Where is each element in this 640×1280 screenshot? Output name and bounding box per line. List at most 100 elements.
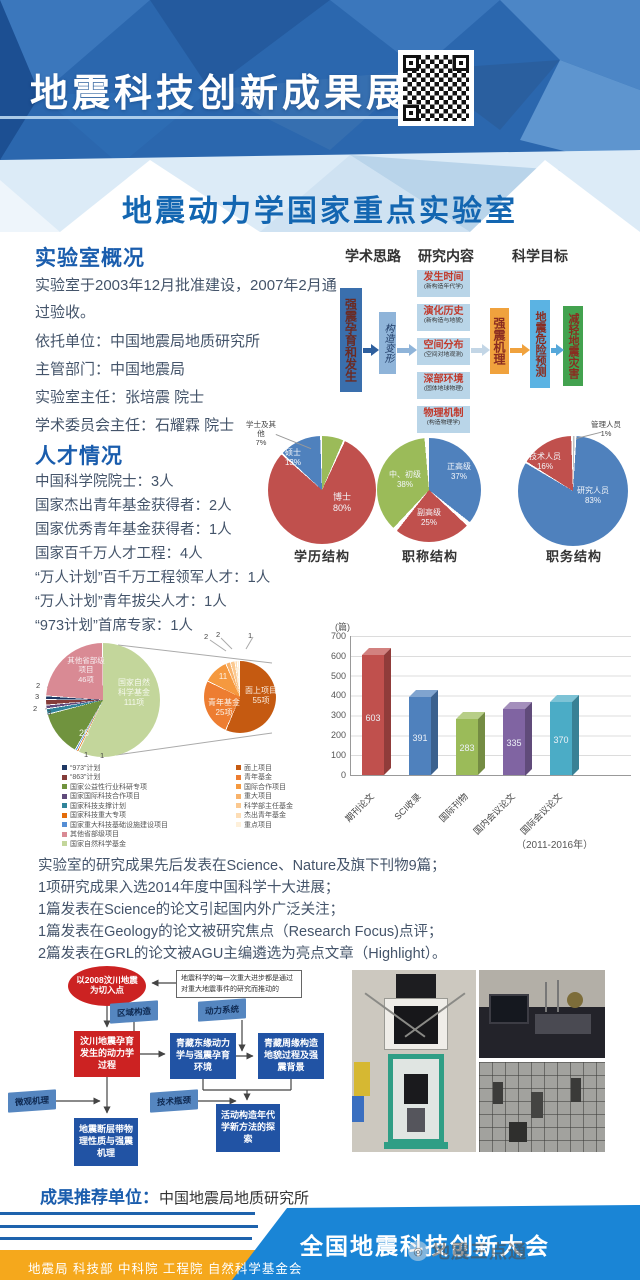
flag-dynamic-system: 动力系统 [198, 998, 246, 1022]
legend-item: 国家公益性行业科研专项 [62, 782, 168, 792]
legend-item: 科学部主任基金 [236, 801, 293, 811]
title-underline [0, 116, 448, 119]
flow-content-title: 演化历史 [423, 306, 464, 317]
bar: 391 [409, 697, 431, 775]
qr-code [398, 50, 474, 126]
bar: 335 [503, 708, 525, 775]
legend-marker-icon [236, 812, 241, 818]
flow-arrow-icon [397, 344, 417, 356]
talent-line: 国家优秀青年基金获得者：1人 [35, 522, 232, 538]
flow-box-mitigation: 减轻地震灾害 [563, 306, 583, 386]
flow-arrow-icon [471, 344, 490, 356]
publications-bar-chart: 603 391 283 335 370 [350, 636, 631, 776]
photo-lab-bench [479, 970, 605, 1058]
legend-item: “973”计划 [62, 763, 168, 773]
flow-box-strong-quake-mechanism: 强震机理 [490, 308, 509, 374]
legend-item: “863”计划 [62, 773, 168, 783]
pie-caption: 职称结构 [402, 549, 459, 564]
pie-slice-label: 技术人员 16% [529, 452, 561, 471]
bar: 603 [362, 655, 384, 775]
flow-content-sub: (新构造与地貌) [423, 317, 464, 324]
legend-item: 重大项目 [236, 792, 293, 802]
recommend-value: 中国地震局地质研究所 [159, 1190, 310, 1207]
poster-title: 地震科技创新成果展 [30, 73, 409, 115]
pie-slice-label: 11 [218, 672, 228, 681]
legend-marker-icon [236, 803, 241, 809]
legend-item: 重点项目 [236, 820, 293, 830]
pie-slice-label: 副高级 25% [417, 508, 441, 527]
case-box-fault-physics: 地震断层带物理性质与强震机理 [74, 1118, 138, 1166]
recommend-label: 成果推荐单位： [40, 1188, 159, 1207]
pie-callout-label: 管理人员 1% [591, 420, 621, 438]
flow-box-hazard-prediction: 地震危险预测 [530, 300, 550, 388]
pie-callout-label: 2 [204, 632, 209, 641]
title-rank-pie-chart [377, 438, 481, 542]
flag-micro-mechanism: 微观机理 [8, 1089, 56, 1113]
overview-line: 依托单位：中国地震局地质研究所 [35, 333, 261, 350]
footer-divider [0, 1212, 255, 1215]
overview-paragraph: 实验室于2003年12月批准建设，2007年2月通过验收。 [35, 277, 337, 321]
flow-content-sub: (固体地球物理) [423, 385, 464, 392]
flow-arrow-icon [551, 344, 564, 356]
case-box-wenchuan: 汶川地震孕育发生的动力学过程 [74, 1031, 140, 1077]
flow-content-box: 演化历史 (新构造与地貌) [417, 304, 470, 331]
pie-slice-label: 青年基金 25项 [208, 698, 240, 717]
legend-marker-icon [62, 831, 67, 837]
flow-content-box: 深部环境 (固体地球物理) [417, 372, 470, 399]
pie-slice-label: 面上项目 55项 [245, 686, 277, 705]
legend-marker-icon [62, 765, 67, 771]
pie-callout-label: 1 [84, 750, 89, 759]
flag-regional-structure: 区域构造 [110, 1000, 158, 1024]
case-entry-ellipse: 以2008汶川地震为切入点 [68, 966, 146, 1006]
legend-marker-icon [62, 841, 67, 847]
flow-arrow-icon [363, 344, 379, 356]
y-axis-tick: 100 [330, 750, 346, 760]
pie-slice-label: 研究人员 83% [577, 486, 609, 505]
flow-content-title: 发生时间 [423, 272, 464, 283]
y-axis-tick: 300 [330, 710, 346, 720]
talent-line: 国家百千万人才工程：4人 [35, 546, 203, 562]
legend-marker-icon [62, 803, 67, 809]
talent-line: 国家杰出青年基金获得者：2人 [35, 498, 232, 514]
watermark-logo-icon: ◎ [408, 1241, 428, 1261]
case-box-chronology: 活动构造年代学新方法的探索 [216, 1104, 280, 1152]
legend-item: 面上项目 [236, 763, 293, 773]
talent-line: “万人计划”百千万工程领军人才：1人 [35, 570, 271, 586]
pie-slice-label: 25 [78, 728, 89, 738]
y-axis-tick: 200 [330, 730, 346, 740]
legend-marker-icon [62, 822, 67, 828]
case-box-tibet-east: 青藏东缘动力学与强震孕育环境 [170, 1033, 236, 1079]
legend-item: 其他省部级项目 [62, 830, 168, 840]
flow-content-sub: (构造物理学) [426, 419, 461, 426]
legend-marker-icon [236, 765, 241, 771]
header-background [0, 0, 640, 232]
pie-callout-label: 2 [33, 704, 38, 713]
flow-content-title: 深部环境 [423, 374, 464, 385]
pie-slice-label: 硕士 13% [284, 448, 301, 467]
pie-slice-label: 国家自然 科学基金 111项 [118, 678, 150, 707]
pie-caption: 职务结构 [546, 549, 603, 564]
pie-slice-label: 中、初级 38% [389, 470, 421, 489]
flow-content-title: 空间分布 [423, 340, 464, 351]
footer-blue-band [232, 1205, 640, 1280]
y-axis-tick: 600 [330, 651, 346, 661]
overview-line: 学术委员会主任：石耀霖 院士 [35, 417, 235, 434]
overview-line: 主管部门：中国地震局 [35, 361, 186, 378]
flow-content-box: 发生时间 (新构造年代学) [417, 270, 470, 297]
overview-line: 实验室主任：张培震 院士 [35, 389, 205, 406]
pie-callout-label: 学士及其他 7% [246, 420, 276, 447]
case-box-tibet-margin: 青藏周缘构造地貌过程及强震背景 [258, 1033, 324, 1079]
education-pie-chart [268, 436, 376, 544]
flow-col-header: 科学目标 [512, 248, 568, 264]
legend-item: 国际合作项目 [236, 782, 293, 792]
pie-caption: 学历结构 [294, 549, 351, 564]
flow-box-seismogenesis: 强震孕育和发生 [340, 288, 362, 392]
photo-instrument-panel [479, 1062, 605, 1152]
talent-line: “万人计划”青年拔尖人才：1人 [35, 594, 227, 610]
legend-item: 青年基金 [236, 773, 293, 783]
overview-heading: 实验室概况 [35, 247, 145, 270]
flow-arrow-icon [510, 344, 530, 356]
pie-slice-label: 其他省部级 项目 46项 [67, 656, 105, 684]
bar-axis-unit: (篇) [335, 622, 350, 632]
